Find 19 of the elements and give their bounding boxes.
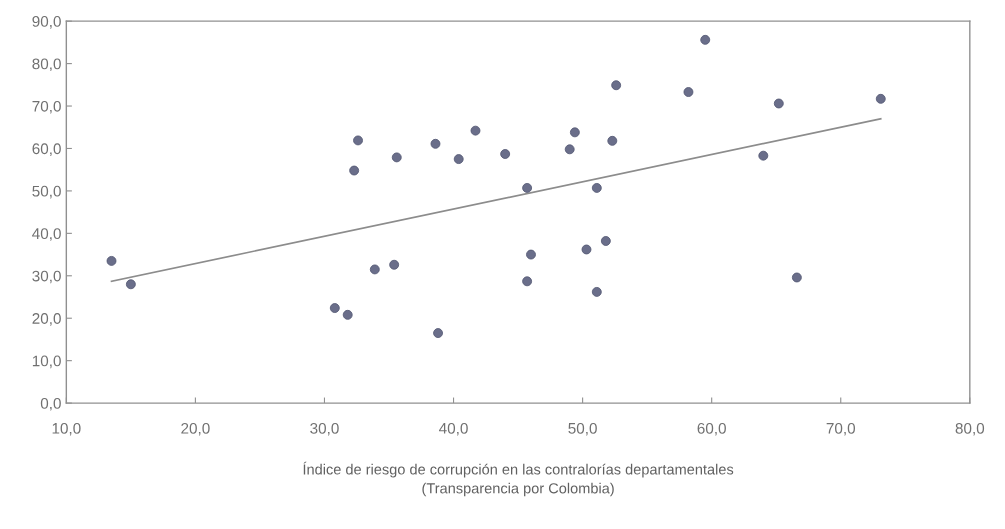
x-tick-label: 50,0 xyxy=(568,422,597,436)
x-tick-label: 30,0 xyxy=(310,422,339,436)
y-tick-label: 0,0 xyxy=(40,397,61,411)
y-tick-label: 90,0 xyxy=(32,16,61,29)
y-tick-label: 20,0 xyxy=(32,313,61,326)
x-tick-label: 70,0 xyxy=(826,422,856,436)
x-tick-label: 10,0 xyxy=(52,422,81,436)
x-tick-label: 40,0 xyxy=(439,422,468,436)
x-axis-title: Índice de riesgo de corrupción en las contralorías departamentales (Transparencia por Colombia) xyxy=(303,461,734,497)
y-tick-label: 10,0 xyxy=(32,355,61,369)
x-tick-label: 80,0 xyxy=(955,422,985,436)
y-tick-label: 40,0 xyxy=(32,228,61,241)
x-tick-label: 20,0 xyxy=(181,422,210,436)
y-tick-label: 70,0 xyxy=(32,100,61,114)
x-tick-label: 60,0 xyxy=(697,422,726,436)
y-tick-label: 30,0 xyxy=(32,270,61,284)
y-tick-label: 60,0 xyxy=(32,143,61,156)
y-tick-label: 50,0 xyxy=(32,185,61,199)
y-tick-label: 80,0 xyxy=(32,58,61,72)
